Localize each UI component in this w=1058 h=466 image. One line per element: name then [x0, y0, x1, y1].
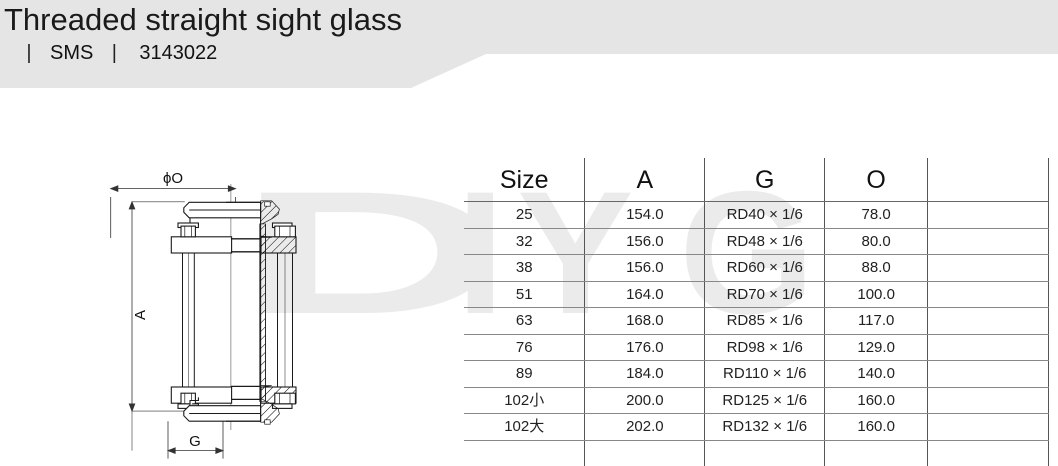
- svg-text:A: A: [132, 310, 149, 320]
- svg-text:ϕO: ϕO: [163, 170, 183, 187]
- svg-text:G: G: [189, 433, 201, 450]
